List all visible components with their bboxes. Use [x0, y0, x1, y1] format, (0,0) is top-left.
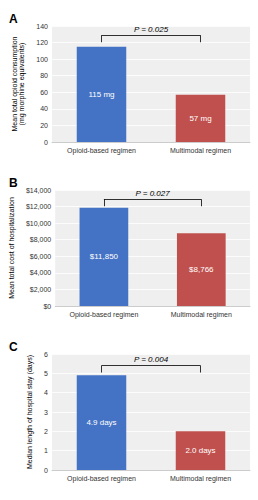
- svg-text:57 mg: 57 mg: [189, 114, 211, 123]
- svg-text:$4,000: $4,000: [30, 269, 52, 276]
- svg-text:4.9 days: 4.9 days: [86, 418, 116, 427]
- svg-text:2: 2: [44, 428, 48, 435]
- svg-text:$2,000: $2,000: [30, 286, 52, 293]
- svg-text:$14,000: $14,000: [26, 187, 51, 194]
- svg-text:115 mg: 115 mg: [88, 90, 114, 99]
- svg-text:Opioid-based regimen: Opioid-based regimen: [69, 311, 138, 319]
- svg-text:80: 80: [40, 72, 48, 79]
- svg-text:140: 140: [36, 23, 48, 30]
- svg-text:Mean total opioid consumption: Mean total opioid consumption: [11, 36, 19, 132]
- svg-text:B: B: [9, 176, 18, 190]
- svg-text:P = 0.004: P = 0.004: [134, 355, 169, 364]
- svg-text:1: 1: [44, 447, 48, 454]
- svg-text:$12,000: $12,000: [26, 203, 51, 210]
- svg-text:$10,000: $10,000: [26, 220, 51, 227]
- svg-text:6: 6: [44, 351, 48, 358]
- svg-text:P = 0.027: P = 0.027: [136, 189, 171, 198]
- svg-text:$0: $0: [43, 303, 51, 310]
- svg-text:2.0 days: 2.0 days: [185, 446, 215, 455]
- svg-text:P = 0.025: P = 0.025: [134, 25, 169, 34]
- svg-text:A: A: [9, 12, 18, 26]
- svg-text:0: 0: [44, 467, 48, 474]
- svg-text:Median length of hospital stay: Median length of hospital stay (days): [26, 355, 34, 469]
- svg-text:5: 5: [44, 370, 48, 377]
- svg-text:$11,850: $11,850: [90, 252, 119, 261]
- svg-text:20: 20: [40, 122, 48, 129]
- svg-text:Multimodal regimen: Multimodal regimen: [170, 475, 231, 483]
- svg-text:Multimodal regimen: Multimodal regimen: [171, 311, 232, 319]
- svg-text:Mean total cost of hospitaliza: Mean total cost of hospitalization: [8, 197, 16, 299]
- svg-text:40: 40: [40, 105, 48, 112]
- svg-text:$8,000: $8,000: [30, 236, 52, 243]
- svg-text:$6,000: $6,000: [30, 253, 52, 260]
- svg-text:100: 100: [36, 56, 48, 63]
- svg-text:Multimodal regimen: Multimodal regimen: [170, 147, 231, 155]
- svg-text:0: 0: [44, 139, 48, 146]
- svg-text:(mg morphine equivalents): (mg morphine equivalents): [18, 43, 26, 126]
- svg-text:120: 120: [36, 39, 48, 46]
- svg-text:60: 60: [40, 89, 48, 96]
- svg-text:Opioid-based regimen: Opioid-based regimen: [67, 475, 136, 483]
- svg-text:C: C: [9, 340, 18, 354]
- svg-text:4: 4: [44, 389, 48, 396]
- svg-text:Opioid-based regimen: Opioid-based regimen: [67, 147, 136, 155]
- svg-text:3: 3: [44, 409, 48, 416]
- svg-text:$8,766: $8,766: [189, 265, 214, 274]
